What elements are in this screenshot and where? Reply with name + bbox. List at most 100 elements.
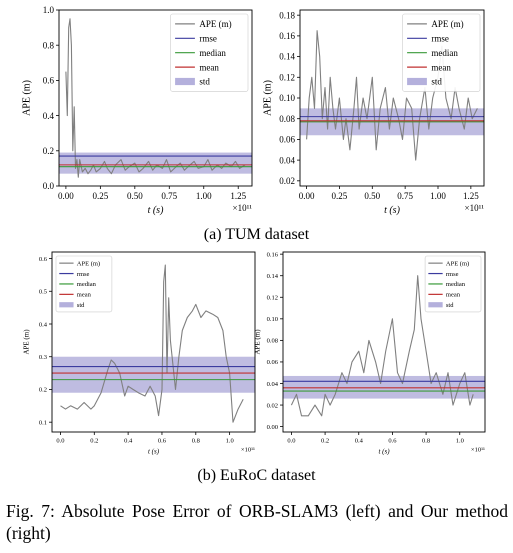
x-axis-label: t (s) — [148, 205, 165, 216]
x-tick-label: 0.00 — [299, 191, 315, 201]
x-multiplier-label: ×10¹¹ — [233, 203, 253, 213]
y-tick-label: 0.12 — [267, 295, 278, 302]
legend-box — [170, 13, 249, 92]
y-tick-label: 0.5 — [39, 289, 47, 296]
x-tick-label: 1.0 — [456, 438, 464, 445]
x-tick-label: 0.0 — [287, 438, 295, 445]
x-tick-label: 0.75 — [397, 191, 413, 201]
legend-label-std: std — [199, 77, 210, 87]
legend-label-ape: APE (m) — [77, 260, 100, 267]
y-tick-label: 0.2 — [39, 387, 47, 394]
x-multiplier-label: ×10¹¹ — [241, 447, 255, 454]
legend-label-ape: APE (m) — [199, 19, 231, 29]
y-tick-label: 1.0 — [43, 5, 55, 15]
y-tick-label: 0.02 — [279, 176, 295, 186]
x-tick-label: 0.8 — [192, 438, 200, 445]
y-tick-label: 0.04 — [279, 155, 295, 165]
plot-area — [283, 275, 485, 417]
legend-swatch-std — [59, 302, 74, 308]
x-axis-label: t (s) — [378, 448, 390, 456]
legend: APE (m) rmse median mean std — [424, 255, 482, 313]
legend-swatch-std — [175, 77, 195, 86]
legend: APE (m) rmse median mean std — [402, 13, 481, 92]
x-tick-label: 1.25 — [230, 191, 246, 201]
legend-label-std: std — [77, 302, 85, 309]
legend-box — [424, 255, 482, 313]
x-tick-label: 1.25 — [463, 191, 479, 201]
y-tick-label: 0.2 — [43, 146, 54, 156]
legend-label-ape: APE (m) — [431, 19, 463, 29]
y-tick-label: 0.08 — [279, 114, 295, 124]
y-tick-label: 0.02 — [267, 402, 278, 409]
x-multiplier-label: ×10¹¹ — [471, 447, 485, 454]
x-tick-label: 0.6 — [158, 438, 167, 445]
x-tick-label: 0.2 — [321, 438, 329, 445]
legend-label-median: median — [199, 48, 226, 58]
x-tick-label: 0.6 — [388, 438, 397, 445]
legend-label-rmse: rmse — [446, 271, 459, 278]
x-tick-label: 0.50 — [364, 191, 380, 201]
x-axis-label: t (s) — [148, 448, 160, 456]
y-tick-label: 0.4 — [39, 321, 48, 328]
legend-box — [402, 13, 481, 92]
std-band — [52, 356, 255, 393]
plot-frame — [282, 251, 486, 433]
subcaption-euroc: (b) EuRoC dataset — [197, 467, 316, 484]
y-tick-label: 0.14 — [279, 52, 295, 62]
legend-label-ape: APE (m) — [446, 260, 469, 267]
plot-frame — [51, 251, 256, 433]
ape-series-line — [60, 264, 244, 423]
ape-series-line — [290, 275, 474, 417]
legend-box — [55, 255, 113, 313]
subcaption-tum: (a) TUM dataset — [203, 226, 310, 243]
legend: APE (m) rmse median mean std — [55, 255, 113, 313]
legend-label-std: std — [446, 302, 454, 309]
y-axis-label: APE (m) — [262, 80, 273, 116]
y-tick-label: 0.18 — [279, 10, 295, 20]
legend-label-rmse: rmse — [431, 33, 449, 43]
plot-area — [300, 30, 484, 161]
x-tick-label: 0.25 — [332, 191, 348, 201]
plot-area — [52, 264, 255, 423]
y-tick-label: 0.10 — [267, 316, 278, 323]
y-tick-label: 0.3 — [39, 354, 47, 361]
legend-label-rmse: rmse — [199, 33, 217, 43]
y-tick-label: 0.6 — [43, 76, 55, 86]
y-axis-label: APE (m) — [21, 80, 32, 116]
legend-label-mean: mean — [77, 292, 92, 299]
plot-frame — [58, 9, 253, 187]
y-tick-label: 0.0 — [43, 181, 55, 191]
chart-tum-our-method: 0.00 0.25 0.50 0.75 1.00 1.25 0.02 0.04 0.06 0.08… — [262, 9, 485, 216]
legend-label-median: median — [431, 48, 458, 58]
y-tick-label: 0.6 — [39, 256, 48, 263]
x-tick-label: 0.25 — [92, 191, 108, 201]
x-axis-label: t (s) — [384, 205, 401, 216]
y-tick-label: 0.08 — [267, 338, 278, 345]
x-tick-label: 0.50 — [127, 191, 143, 201]
legend-label-median: median — [77, 281, 97, 288]
x-tick-label: 1.00 — [430, 191, 446, 201]
y-tick-label: 0.12 — [279, 72, 295, 82]
legend-swatch-std — [407, 77, 427, 86]
x-tick-label: 0.0 — [56, 438, 64, 445]
legend-label-std: std — [431, 77, 442, 87]
y-tick-label: 0.00 — [267, 424, 278, 431]
figure-caption: Fig. 7: Absolute Pose Error of ORB-SLAM3… — [6, 501, 508, 543]
legend-label-median: median — [446, 281, 466, 288]
x-tick-label: 0.4 — [124, 438, 133, 445]
y-tick-label: 0.10 — [279, 93, 295, 103]
y-axis-label: APE (m) — [22, 329, 30, 355]
y-tick-label: 0.04 — [267, 381, 279, 388]
y-tick-label: 0.16 — [279, 31, 295, 41]
y-tick-label: 0.8 — [43, 40, 55, 50]
plot-area — [59, 18, 252, 178]
x-tick-label: 0.2 — [90, 438, 98, 445]
legend-label-mean: mean — [431, 62, 451, 72]
y-tick-label: 0.06 — [279, 135, 295, 145]
legend-label-mean: mean — [199, 62, 219, 72]
y-axis-label: APE (m) — [253, 329, 261, 355]
chart-euroc-our-method: 0.0 0.2 0.4 0.6 0.8 1.0 0.00 0.02 0.04 0.06 0.08 0.… — [253, 251, 486, 456]
chart-euroc-orbslam3: 0.0 0.2 0.4 0.6 0.8 1.0 0.1 0.2 0.3 0.4 0.5 0.6 t (s… — [22, 251, 256, 456]
y-tick-label: 0.14 — [267, 273, 279, 280]
